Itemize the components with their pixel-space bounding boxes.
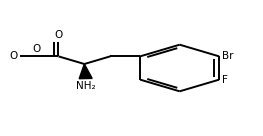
Text: O: O bbox=[32, 44, 40, 54]
Text: O: O bbox=[54, 30, 63, 40]
Polygon shape bbox=[79, 64, 92, 79]
Text: F: F bbox=[222, 75, 228, 85]
Text: NH₂: NH₂ bbox=[76, 81, 95, 91]
Text: Br: Br bbox=[222, 51, 234, 61]
Text: O: O bbox=[9, 51, 17, 61]
